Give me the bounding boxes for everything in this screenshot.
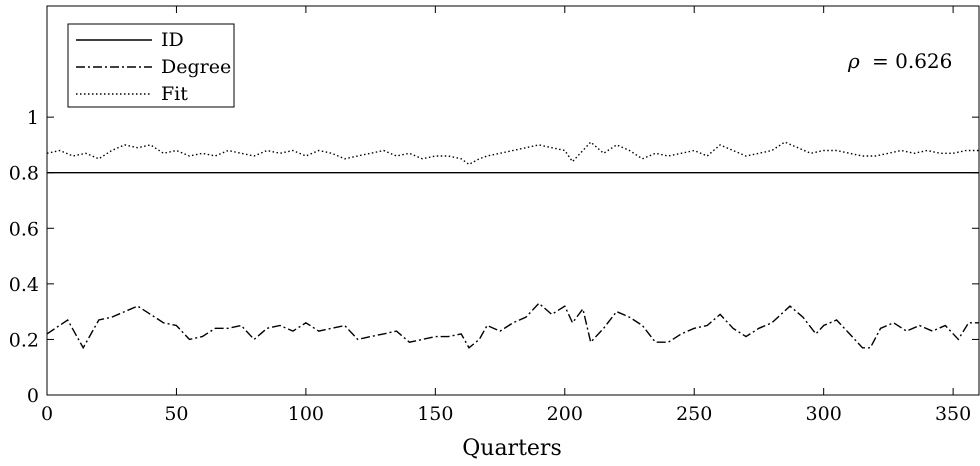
- plot-layer: [46, 141, 979, 350]
- legend-label-fit: Fit: [161, 83, 188, 105]
- x-tick-label: 250: [676, 403, 712, 425]
- x-tick-label: 0: [41, 403, 53, 425]
- x-axis-title: Quarters: [462, 436, 562, 461]
- series-line-fit: [46, 141, 979, 166]
- y-tick-label: 0.8: [9, 163, 39, 185]
- plot-frame: [46, 5, 980, 396]
- x-tick-label: 150: [417, 403, 453, 425]
- legend: ID Degree Fit: [67, 23, 235, 108]
- rho-symbol: ρ: [847, 49, 860, 73]
- axes-layer: 0 50 100 150 200 250 300 350 0 0.2 0.4 0.6 0.8 1: [9, 5, 980, 425]
- y-tick-label: 1: [27, 107, 39, 129]
- x-tick-label: 50: [164, 403, 188, 425]
- x-tick-label: 100: [288, 403, 324, 425]
- x-tick-label: 300: [806, 403, 842, 425]
- y-tick-label: 0.6: [9, 218, 39, 240]
- y-tick-label: 0.2: [9, 329, 39, 351]
- legend-label-id: ID: [161, 29, 184, 51]
- series-line-degree: [46, 302, 979, 350]
- correlation-annotation: ρ = 0.626: [847, 49, 952, 73]
- legend-box: [67, 23, 235, 108]
- y-tick-label: 0.4: [9, 274, 39, 296]
- y-tick-label: 0: [27, 385, 39, 407]
- legend-label-degree: Degree: [161, 56, 231, 78]
- x-tick-label: 200: [547, 403, 583, 425]
- rho-value: = 0.626: [872, 49, 952, 73]
- x-tick-label: 350: [935, 403, 971, 425]
